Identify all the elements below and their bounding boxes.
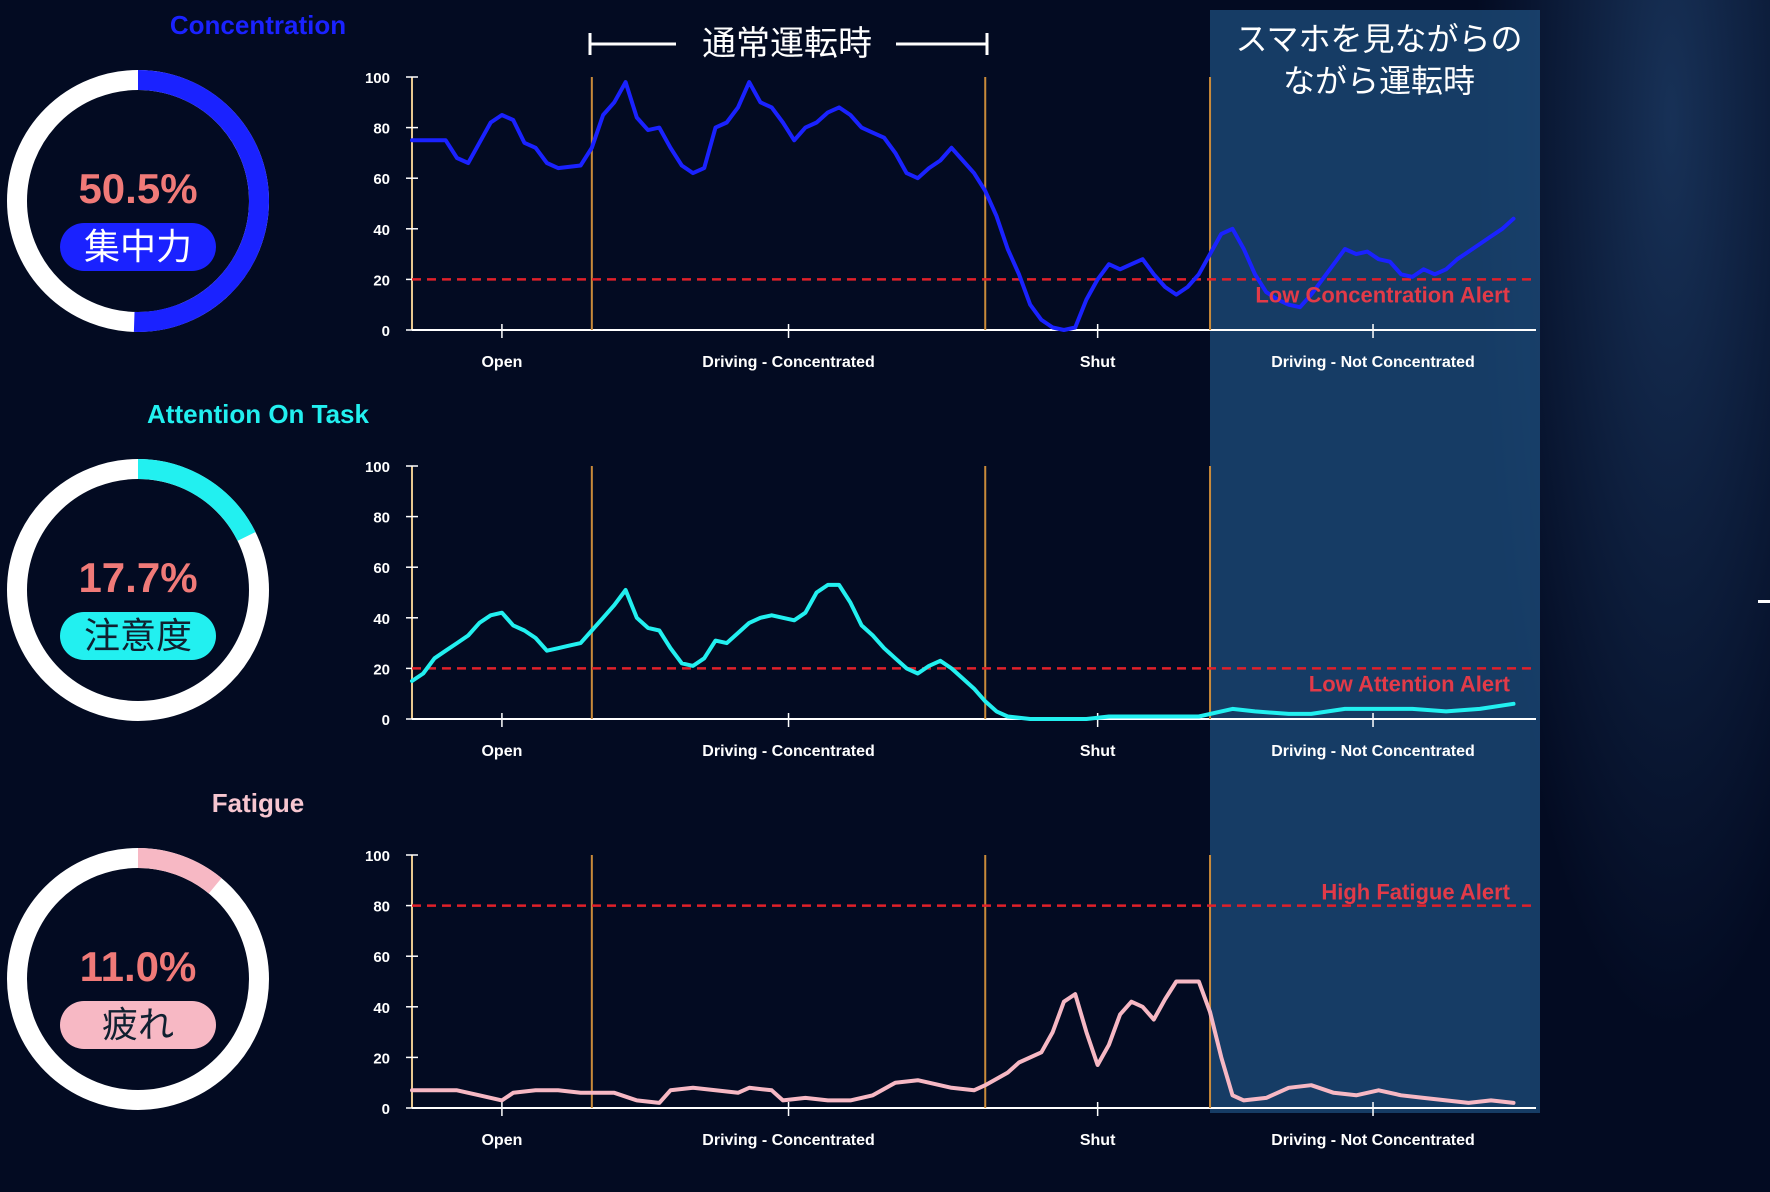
attention-gauge-percent: 17.7% [78,554,197,601]
concentration-phase-label: Driving - Not Concentrated [1271,354,1475,371]
concentration-title: Concentration [170,10,346,40]
not-concentrated-highlight-band [1210,10,1540,1113]
attention-gauge-label-pill [60,612,216,660]
fatigue-gauge-jp-label: 疲れ [102,1005,174,1046]
fatigue-gauge-percent: 11.0% [80,943,197,990]
concentration-gauge-label-pill [60,223,216,271]
fatigue-y-tick-label: 60 [373,949,390,966]
normal-driving-label: 通常運転時 [702,24,872,64]
concentration-y-tick-label: 80 [373,121,390,138]
attention-y-tick-label: 20 [373,661,390,678]
attention-phase-label: Driving - Concentrated [702,743,874,760]
phone-driving-label-line1: スマホを見ながらの [1235,20,1522,58]
attention-phase-label: Open [481,743,522,760]
concentration-y-tick-label: 0 [382,323,390,340]
concentration-phase-label: Shut [1080,354,1116,371]
attention-y-tick-label: 80 [373,510,390,527]
concentration-phase-label: Open [481,354,522,371]
highlight-layer [1210,10,1540,1113]
attention-y-tick-label: 40 [373,611,390,628]
concentration-gauge-jp-label: 集中力 [84,227,192,268]
attention-y-tick-label: 60 [373,560,390,577]
attention-alert-label: Low Attention Alert [1309,671,1511,696]
fatigue-y-tick-label: 100 [365,848,390,865]
fatigue-y-tick-label: 40 [373,1000,390,1017]
phone-driving-annotation: スマホを見ながらの ながら運転時 [1235,20,1522,100]
phone-driving-label-line2: ながら運転時 [1283,62,1475,100]
fatigue-y-tick-label: 20 [373,1050,390,1067]
concentration-gauge-percent: 50.5% [78,165,197,212]
concentration-gauge-arc [133,70,269,332]
concentration-y-tick-label: 60 [373,171,390,188]
fatigue-phase-label: Driving - Concentrated [702,1132,874,1149]
panel-attention: Attention On Task 17.7% 注意度 0 20 40 60 80 100 Ope… [7,399,1536,760]
fatigue-alert-label: High Fatigue Alert [1321,880,1510,905]
fatigue-gauge-label-pill [60,1001,216,1049]
concentration-series-line [410,80,1516,332]
concentration-alert-label: Low Concentration Alert [1255,282,1510,307]
fatigue-title: Fatigue [212,788,304,818]
panel-fatigue: Fatigue 11.0% 疲れ 0 20 40 60 80 100 Open Driving - … [7,788,1536,1149]
attention-title: Attention On Task [147,399,370,429]
concentration-y-tick-label: 40 [373,222,390,239]
attention-y-tick-label: 0 [382,712,390,729]
fatigue-y-tick-label: 80 [373,899,390,916]
fatigue-phase-label: Driving - Not Concentrated [1271,1132,1475,1149]
fatigue-phase-label: Open [481,1132,522,1149]
attention-gauge-jp-label: 注意度 [84,616,192,657]
edge-marker [1758,600,1770,603]
panel-concentration: Concentration 50.5% 集中力 0 20 40 60 80 100 Open Dri… [7,10,1536,371]
attention-gauge-arc [137,459,256,542]
fatigue-series-line [410,979,1516,1105]
concentration-y-tick-label: 100 [365,70,390,87]
concentration-phase-label: Driving - Concentrated [702,354,874,371]
attention-phase-label: Driving - Not Concentrated [1271,743,1475,760]
fatigue-phase-label: Shut [1080,1132,1116,1149]
fatigue-gauge-arc [137,848,222,894]
attention-phase-label: Shut [1080,743,1116,760]
attention-y-tick-label: 100 [365,459,390,476]
attention-series-line [410,582,1516,721]
normal-driving-annotation: 通常運転時 [588,24,989,64]
fatigue-y-tick-label: 0 [382,1101,390,1118]
concentration-y-tick-label: 20 [373,272,390,289]
panels-layer: Concentration 50.5% 集中力 0 20 40 60 80 100 Open Dri… [7,10,1536,1149]
